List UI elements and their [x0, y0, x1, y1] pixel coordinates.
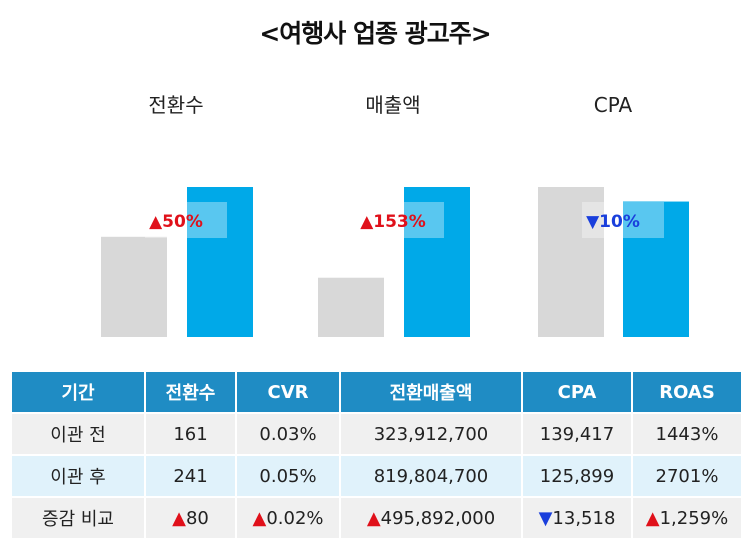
comparison-table: 기간 전환수 CVR 전환매출액 CPA ROAS 이관 전 161 0.03%… [10, 370, 743, 540]
change-label-box [145, 202, 227, 238]
table-cell: ▲80 [144, 496, 237, 540]
up-arrow-icon: ▲ [252, 507, 267, 529]
header-cpa: CPA [521, 370, 633, 414]
table-cell: 1443% [631, 412, 743, 456]
chart-title: CPA [594, 93, 633, 117]
down-arrow-icon: ▼ [538, 507, 553, 529]
header-period: 기간 [10, 370, 146, 414]
table-row: 이관 후 241 0.05% 819,804,700 125,899 2701% [10, 454, 743, 498]
bar-after [623, 201, 689, 337]
header-roas: ROAS [631, 370, 743, 414]
bar-before [101, 236, 167, 337]
change-value: 1,259% [659, 507, 729, 529]
change-label: ▲153% [360, 212, 426, 232]
row-label: 증감 비교 [10, 496, 146, 540]
table-cell: 125,899 [521, 454, 633, 498]
change-value: 0.02% [266, 507, 324, 529]
row-label: 이관 전 [10, 412, 146, 456]
table-cell: ▲0.02% [235, 496, 341, 540]
table-cell: 0.03% [235, 412, 341, 456]
table-cell: ▼13,518 [521, 496, 633, 540]
header-revenue: 전환매출액 [339, 370, 523, 414]
change-value: 495,892,000 [380, 507, 496, 529]
header-cvr: CVR [235, 370, 341, 414]
table-row: 증감 비교 ▲80 ▲0.02% ▲495,892,000 ▼13,518 ▲1… [10, 496, 743, 540]
table-cell: 241 [144, 454, 237, 498]
change-label: ▲50% [149, 212, 203, 232]
header-conversions: 전환수 [144, 370, 237, 414]
change-value: 13,518 [552, 507, 616, 529]
bar-charts: 전환수 ▲50% 매출액 ▲153% CPA ▼10% [0, 80, 750, 345]
change-value: 80 [185, 507, 209, 529]
row-label: 이관 후 [10, 454, 146, 498]
table-header-row: 기간 전환수 CVR 전환매출액 CPA ROAS [10, 370, 743, 414]
chart-title: 전환수 [148, 93, 203, 117]
table-cell: ▲495,892,000 [339, 496, 523, 540]
up-arrow-icon: ▲ [645, 507, 660, 529]
table-row: 이관 전 161 0.03% 323,912,700 139,417 1443% [10, 412, 743, 456]
chart-title: 매출액 [365, 93, 420, 117]
bar-after [404, 187, 470, 337]
change-label: ▼10% [586, 212, 640, 232]
bar-charts-svg: 전환수 ▲50% 매출액 ▲153% CPA ▼10% [101, 93, 689, 337]
bar-after [187, 187, 253, 337]
page-title: <여행사 업종 광고주> [259, 19, 491, 48]
table-cell: 323,912,700 [339, 412, 523, 456]
up-arrow-icon: ▲ [366, 507, 381, 529]
table-cell: 161 [144, 412, 237, 456]
change-label-box [582, 202, 664, 238]
bar-before [538, 187, 604, 337]
table-cell: ▲1,259% [631, 496, 743, 540]
change-label-box [362, 202, 444, 238]
up-arrow-icon: ▲ [172, 507, 186, 529]
bar-before [318, 277, 384, 337]
table-cell: 2701% [631, 454, 743, 498]
table-cell: 819,804,700 [339, 454, 523, 498]
table-cell: 0.05% [235, 454, 341, 498]
table-cell: 139,417 [521, 412, 633, 456]
